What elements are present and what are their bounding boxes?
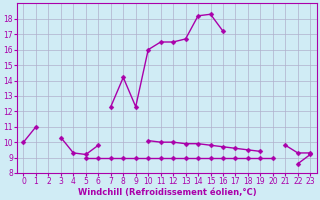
X-axis label: Windchill (Refroidissement éolien,°C): Windchill (Refroidissement éolien,°C)	[77, 188, 256, 197]
